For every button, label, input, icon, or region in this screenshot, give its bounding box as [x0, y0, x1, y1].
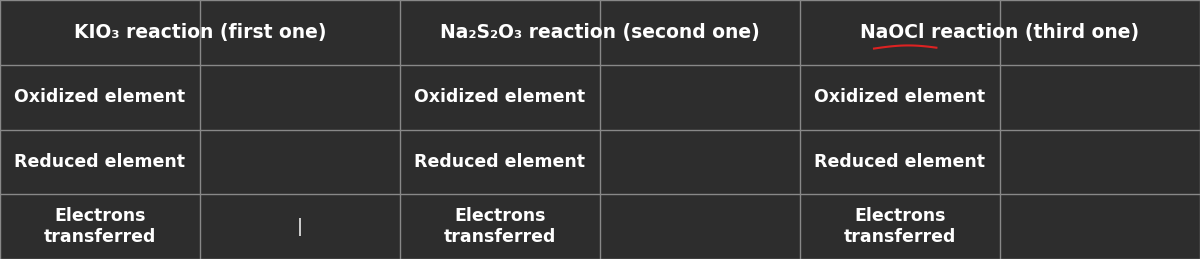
Text: Electrons
transferred: Electrons transferred	[444, 207, 556, 246]
Text: Oxidized element: Oxidized element	[14, 88, 186, 106]
Text: NaOCl reaction (third one): NaOCl reaction (third one)	[860, 23, 1140, 42]
Text: |: |	[298, 218, 302, 236]
Text: Reduced element: Reduced element	[414, 153, 586, 171]
Text: Oxidized element: Oxidized element	[815, 88, 985, 106]
Text: Reduced element: Reduced element	[815, 153, 985, 171]
Text: Electrons
transferred: Electrons transferred	[844, 207, 956, 246]
Text: Reduced element: Reduced element	[14, 153, 186, 171]
Text: Oxidized element: Oxidized element	[414, 88, 586, 106]
Text: Electrons
transferred: Electrons transferred	[44, 207, 156, 246]
Text: Na₂S₂O₃ reaction (second one): Na₂S₂O₃ reaction (second one)	[440, 23, 760, 42]
Text: KIO₃ reaction (first one): KIO₃ reaction (first one)	[73, 23, 326, 42]
